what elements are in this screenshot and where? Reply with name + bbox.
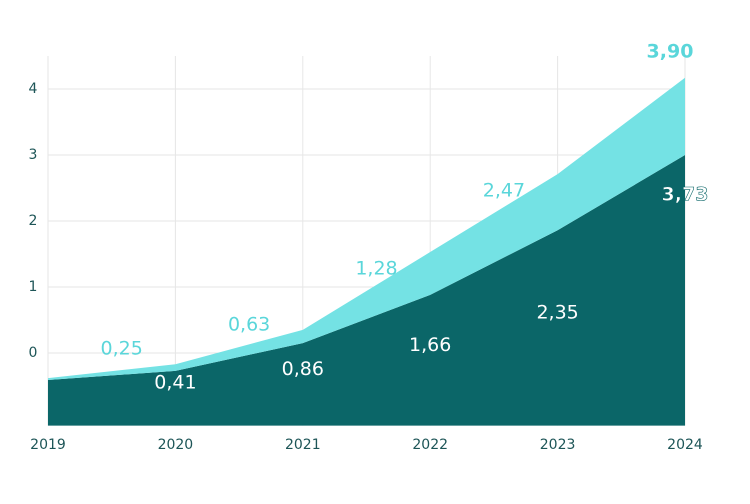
x-tick-label: 2023 — [540, 437, 576, 453]
area — [48, 77, 685, 381]
x-tick-label: 2019 — [30, 437, 66, 453]
y-tick-label: 0 — [29, 345, 38, 361]
x-tick-label: 2020 — [158, 437, 194, 453]
data-label: 1,66 — [409, 334, 451, 356]
data-label: 3,90 — [647, 40, 694, 62]
data-label: 3,73 — [662, 184, 709, 206]
x-tick-label: 2024 — [667, 437, 703, 453]
x-tick-label: 2022 — [412, 437, 448, 453]
y-tick-label: 4 — [29, 81, 38, 97]
data-label: 2,47 — [483, 180, 525, 202]
data-label: 0,41 — [154, 372, 196, 394]
data-label: 0,86 — [282, 358, 324, 380]
data-label: 0,63 — [228, 314, 270, 336]
x-tick-label: 2021 — [285, 437, 321, 453]
y-tick-label: 3 — [29, 147, 38, 163]
y-tick-label: 2 — [29, 213, 38, 229]
data-label: 2,35 — [536, 301, 578, 323]
y-tick-label: 1 — [29, 279, 38, 295]
data-label: 1,28 — [355, 257, 397, 279]
area — [48, 155, 685, 426]
data-label: 0,25 — [101, 338, 143, 360]
